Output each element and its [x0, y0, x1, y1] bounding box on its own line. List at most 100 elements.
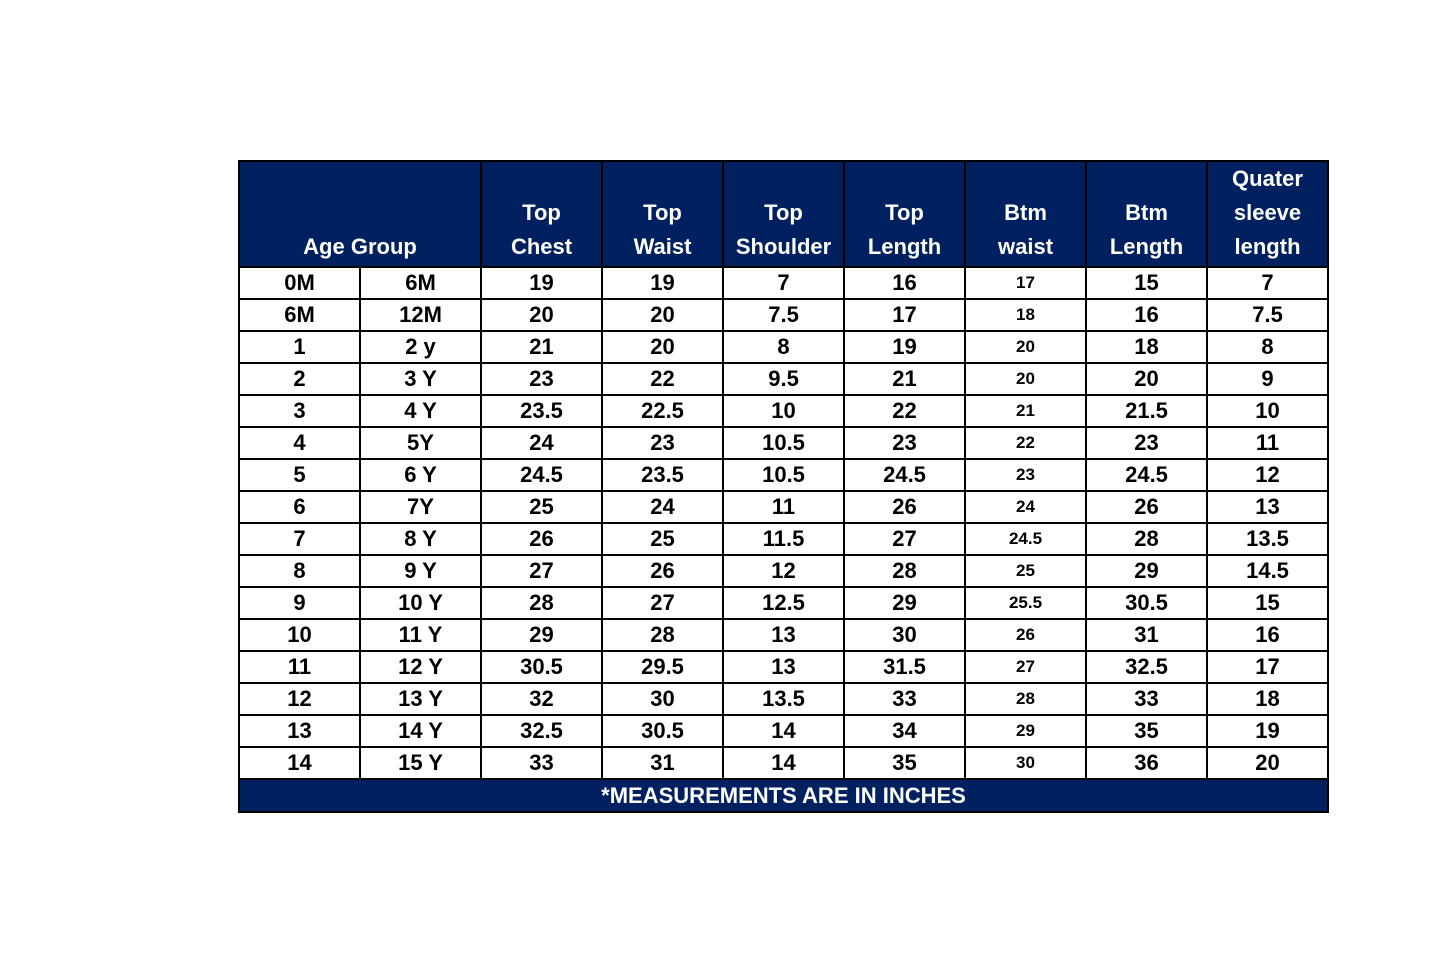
table-cell: 7: [238, 522, 361, 556]
table-cell: 10.5: [722, 426, 846, 460]
table-cell: 13: [722, 618, 846, 652]
table-cell: 30.5: [480, 650, 604, 684]
table-cell: 18: [1206, 682, 1330, 716]
table-cell: 23: [601, 426, 725, 460]
header-text: Length: [867, 234, 942, 259]
table-cell: 10.5: [722, 458, 846, 492]
table-cell: 7.5: [1206, 298, 1330, 332]
table-cell: 8 Y: [358, 522, 483, 556]
table-cell: 23: [480, 362, 604, 396]
footer-row: *MEASUREMENTS ARE IN INCHES: [237, 778, 1330, 813]
table-cell: 28: [964, 682, 1088, 716]
table-cell: 33: [1085, 682, 1209, 716]
table-cell: 26: [601, 554, 725, 588]
footer-note: *MEASUREMENTS ARE IN INCHES: [237, 778, 1330, 813]
table-cell: 5Y: [358, 426, 483, 460]
table-cell: 29: [480, 618, 604, 652]
header-text: waist: [998, 234, 1054, 259]
table-cell: 24: [964, 490, 1088, 524]
table-cell: 26: [843, 490, 967, 524]
table-row: 12 13 Y 32 30 13.5 33 28 33 18: [238, 682, 1330, 716]
table-cell: 7: [722, 266, 846, 300]
table-cell: 14: [722, 746, 846, 780]
table-cell: 17: [843, 298, 967, 332]
table-cell: 3 Y: [358, 362, 483, 396]
table-cell: 27: [843, 522, 967, 556]
header-cell: Top Shoulder: [722, 160, 846, 268]
table-cell: 30: [843, 618, 967, 652]
table-row: 6M 12M 20 20 7.5 17 18 16 7.5: [238, 298, 1330, 332]
table-cell: 10: [238, 618, 361, 652]
table-cell: 16: [843, 266, 967, 300]
table-cell: 20: [1206, 746, 1330, 780]
table-cell: 18: [1085, 330, 1209, 364]
table-cell: 35: [843, 746, 967, 780]
table-cell: 13: [1206, 490, 1330, 524]
table-row: 9 10 Y 28 27 12.5 29 25.5 30.5 15: [238, 586, 1330, 620]
table-cell: 27: [480, 554, 604, 588]
table-cell: 16: [1206, 618, 1330, 652]
header-text: Top: [522, 200, 561, 225]
table-cell: 13: [722, 650, 846, 684]
table-cell: 33: [480, 746, 604, 780]
table-cell: 30.5: [601, 714, 725, 748]
table-cell: 8: [1206, 330, 1330, 364]
table-cell: 36: [1085, 746, 1209, 780]
table-cell: 28: [843, 554, 967, 588]
table-cell: 17: [964, 266, 1088, 300]
table-row: 10 11 Y 29 28 13 30 26 31 16: [238, 618, 1330, 652]
table-cell: 9.5: [722, 362, 846, 396]
table-cell: 31: [601, 746, 725, 780]
table-cell: 12 Y: [358, 650, 483, 684]
table-cell: 23: [843, 426, 967, 460]
table-cell: 7.5: [722, 298, 846, 332]
table-cell: 18: [964, 298, 1088, 332]
table-cell: 24.5: [1085, 458, 1209, 492]
header-text: Top: [764, 200, 803, 225]
table-cell: 6 Y: [358, 458, 483, 492]
table-cell: 2: [238, 362, 361, 396]
header-cell: Top Waist: [601, 160, 725, 268]
table-cell: 13.5: [722, 682, 846, 716]
table-cell: 26: [480, 522, 604, 556]
table-cell: 32.5: [480, 714, 604, 748]
table-cell: 26: [964, 618, 1088, 652]
table-cell: 11.5: [722, 522, 846, 556]
table-cell: 17: [1206, 650, 1330, 684]
table-cell: 32: [480, 682, 604, 716]
table-cell: 12.5: [722, 586, 846, 620]
table-cell: 8: [238, 554, 361, 588]
table-cell: 12: [238, 682, 361, 716]
table-cell: 19: [480, 266, 604, 300]
header-cell: Top Length: [843, 160, 967, 268]
table-cell: 30.5: [1085, 586, 1209, 620]
table-cell: 23: [1085, 426, 1209, 460]
table-cell: 11: [722, 490, 846, 524]
header-text: Btm: [1125, 200, 1168, 225]
table-cell: 26: [1085, 490, 1209, 524]
table-cell: 11: [1206, 426, 1330, 460]
table-cell: 19: [601, 266, 725, 300]
table-cell: 34: [843, 714, 967, 748]
table-cell: 5: [238, 458, 361, 492]
table-cell: 9 Y: [358, 554, 483, 588]
table-cell: 0M: [238, 266, 361, 300]
header-text: Chest: [510, 234, 573, 259]
table-cell: 14: [722, 714, 846, 748]
table-cell: 24.5: [964, 522, 1088, 556]
table-cell: 35: [1085, 714, 1209, 748]
header-text: length: [1234, 234, 1301, 259]
table-cell: 13: [238, 714, 361, 748]
table-cell: 30: [964, 746, 1088, 780]
header-row: Age Group Top Chest Top Waist Top Shoulder Top L…: [237, 160, 1330, 268]
header-text: Top: [885, 200, 924, 225]
table-cell: 12: [1206, 458, 1330, 492]
table-row: 4 5Y 24 23 10.5 23 22 23 11: [238, 426, 1330, 460]
table-cell: 16: [1085, 298, 1209, 332]
table-cell: 10 Y: [358, 586, 483, 620]
